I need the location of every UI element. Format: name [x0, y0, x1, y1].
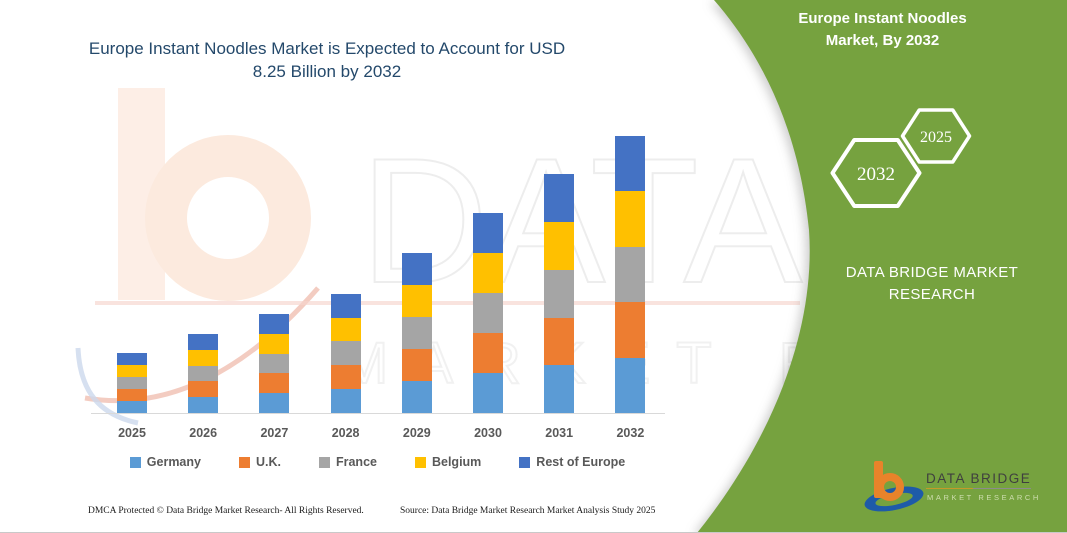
legend-swatch: [129, 456, 141, 468]
bar-segment-2029-germany: [401, 381, 432, 413]
bar-segment-2028-germany: [330, 389, 361, 413]
x-axis-label-2026: 2026: [189, 426, 218, 440]
x-axis-label-2029: 2029: [402, 426, 431, 440]
bar-segment-2031-rest-of-europe: [544, 174, 575, 223]
x-axis-label-2032: 2032: [616, 426, 645, 440]
legend-item-u-k-: U.K.: [238, 455, 281, 469]
bar-segment-2031-france: [544, 269, 575, 318]
logo-tagline: MARKET RESEARCH: [927, 493, 1041, 502]
bar-segment-2029-rest-of-europe: [401, 253, 432, 286]
hexagon-2025: [900, 108, 972, 164]
x-axis-label-2025: 2025: [118, 426, 146, 440]
chart-title: Europe Instant Noodles Market is Expecte…: [88, 39, 566, 81]
data-bridge-logo: DATA BRIDGE MARKET RESEARCH: [858, 455, 1038, 515]
legend-swatch: [238, 456, 250, 468]
bar-segment-2032-belgium: [615, 191, 646, 247]
bar-segment-2032-u-k-: [615, 302, 646, 358]
bar-segment-2032-rest-of-europe: [615, 135, 646, 192]
hexagon-2032-label: 2032: [857, 164, 895, 185]
legend-item-belgium: Belgium: [414, 455, 482, 469]
bar-segment-2032-germany: [615, 357, 646, 413]
bar-segment-2031-belgium: [544, 222, 575, 270]
bar-segment-2032-france: [615, 246, 646, 303]
bar-segment-2029-france: [401, 317, 432, 350]
legend-swatch: [519, 456, 531, 468]
x-axis-label-2030: 2030: [474, 426, 502, 440]
source-note: Source: Data Bridge Market Research Mark…: [400, 506, 656, 516]
year-hexagons: 2032 2025: [830, 108, 972, 208]
legend-label: Germany: [146, 455, 201, 469]
chart-legend: Germany U.K. France Belgium Rest of Europe: [90, 455, 665, 469]
legend-swatch: [414, 456, 426, 468]
legend-item-rest-of-europe: Rest of Europe: [519, 455, 625, 469]
brand-name-text: DATA BRIDGE MARKET RESEARCH: [845, 264, 1019, 303]
hexagon-2032: [830, 138, 922, 208]
bar-segment-2031-germany: [544, 365, 575, 413]
bar-segment-2028-u-k-: [330, 365, 361, 390]
legend-label: U.K.: [255, 455, 281, 469]
bar-segment-2029-u-k-: [401, 349, 432, 382]
logo-wordmark: DATA BRIDGE: [926, 471, 1032, 489]
legend-item-germany: Germany: [129, 455, 201, 469]
side-panel-title: Europe Instant Noodles Market, By 2032: [798, 10, 967, 49]
bar-segment-2030-belgium: [473, 253, 503, 294]
x-axis-label-2031: 2031: [545, 426, 574, 440]
bar-segment-2028-belgium: [330, 317, 361, 342]
legend-item-france: France: [318, 455, 377, 469]
bar-segment-2030-rest-of-europe: [473, 213, 503, 254]
x-axis-line: [91, 413, 665, 414]
legend-swatch: [318, 456, 330, 468]
legend-label: Rest of Europe: [536, 455, 626, 469]
legend-label: France: [335, 455, 377, 469]
dmca-notice: DMCA Protected © Data Bridge Market Rese…: [88, 506, 364, 516]
x-axis-label-2027: 2027: [260, 426, 289, 440]
bar-segment-2030-u-k-: [473, 333, 503, 374]
bar-segment-2030-france: [473, 293, 503, 334]
bar-segment-2031-u-k-: [544, 317, 575, 366]
bar-segment-2028-rest-of-europe: [330, 293, 361, 318]
x-axis-label-2028: 2028: [331, 426, 360, 440]
bar-segment-2028-france: [330, 341, 361, 366]
legend-label: Belgium: [431, 455, 482, 469]
data-bridge-logo-icon: [864, 461, 924, 512]
hexagon-2025-label: 2025: [920, 129, 952, 146]
bar-segment-2030-germany: [473, 373, 503, 413]
